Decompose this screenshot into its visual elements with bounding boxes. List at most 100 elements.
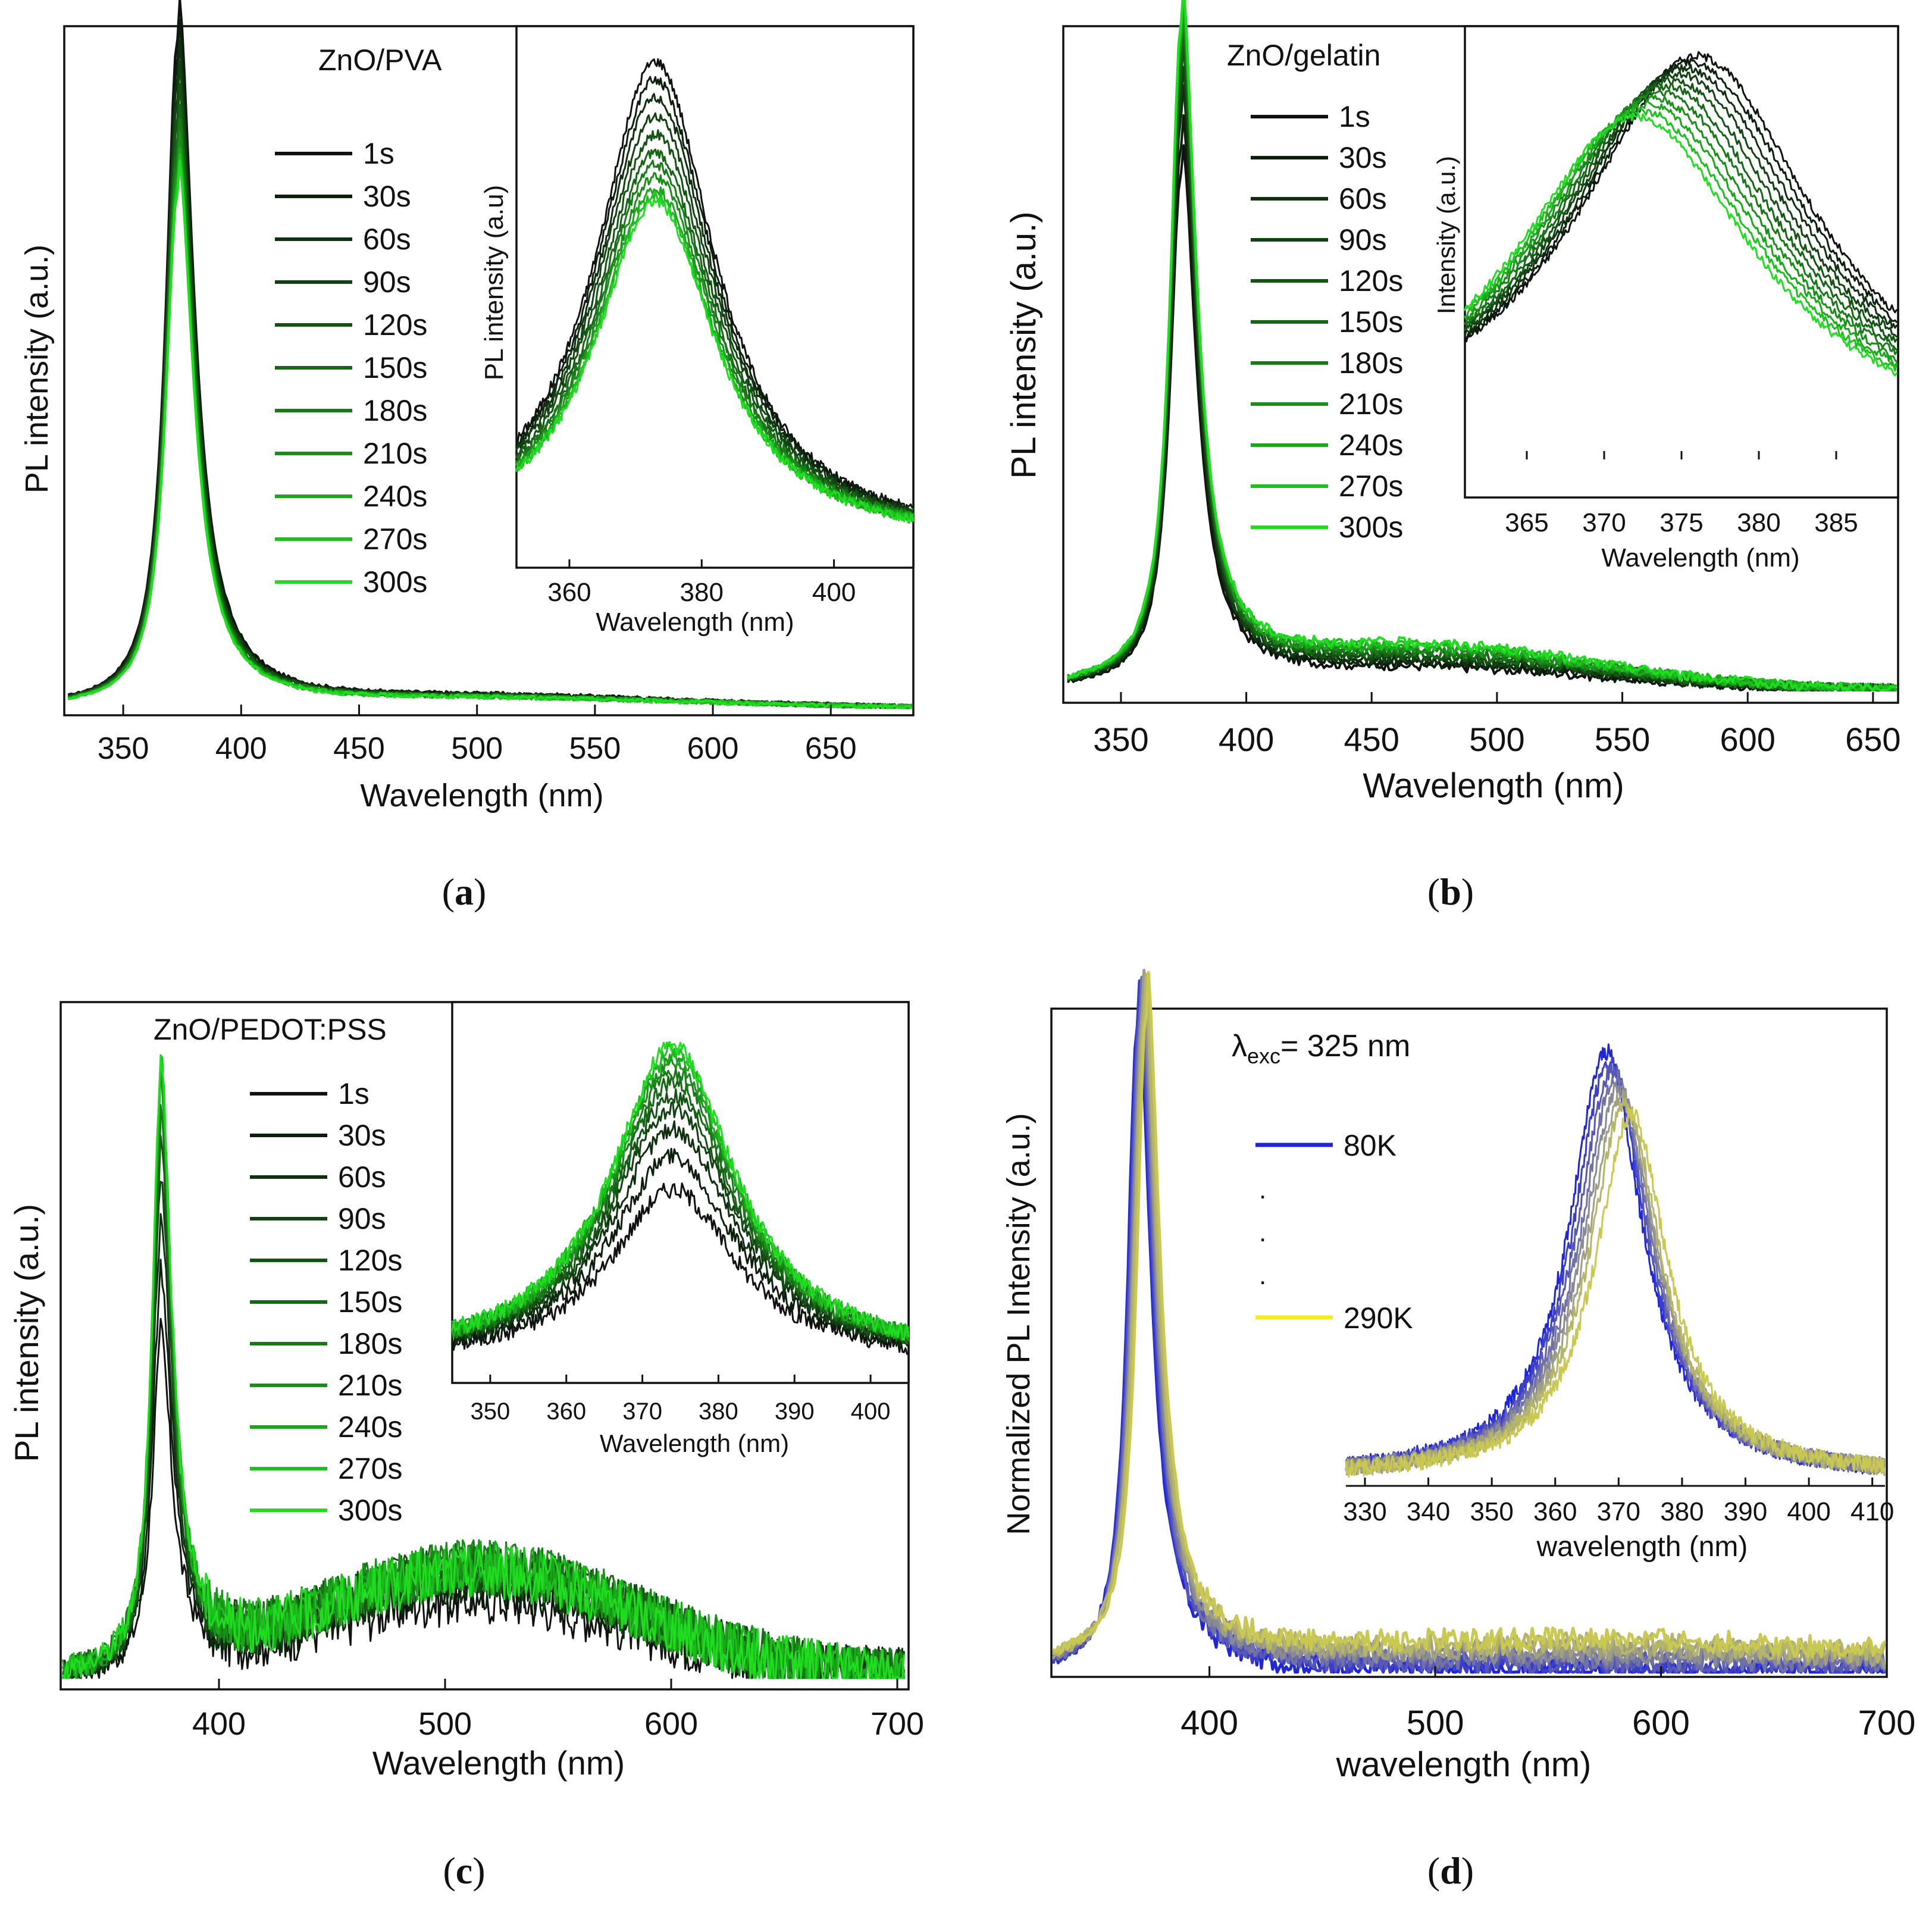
x-tick-label: 380 [680, 578, 724, 607]
x-tick-label: 600 [1632, 1704, 1690, 1742]
legend-label-300s: 300s [363, 565, 427, 599]
legend-label-150s: 150s [363, 351, 427, 384]
panel-b-legend: 1s 30s 60s 90s 120s 150s 180s 210s 240s 270s 300s [1251, 100, 1403, 544]
inset-series-line-80K [1345, 1043, 1886, 1475]
inset-series-line-60s [451, 1120, 910, 1348]
panel-d-title-rest: = 325 nm [1280, 1029, 1410, 1063]
panel-b-curves [1067, 0, 1897, 691]
panel-d-title: λexc= 325 nm [1232, 1029, 1410, 1068]
panel-c-inset-xlabel: Wavelength (nm) [600, 1429, 789, 1457]
panel-a-title: ZnO/PVA [318, 43, 442, 77]
inset-series-line-290K [1345, 1107, 1886, 1478]
x-tick-label: 500 [451, 731, 503, 766]
x-tick-label: 360 [1533, 1497, 1577, 1526]
panel-c-curves [62, 1054, 905, 1679]
x-tick-label: 380 [1660, 1497, 1704, 1526]
series-line-170K [1052, 975, 1886, 1673]
x-tick-label: 700 [871, 1706, 924, 1742]
legend-label-30s: 30s [338, 1119, 386, 1152]
x-tick-label: 500 [418, 1706, 472, 1742]
panel-c-inset-xticks: 350 360 370 380 390 400 [471, 1375, 890, 1425]
x-tick-label: 550 [1595, 721, 1650, 758]
panel-b-xlabel: Wavelength (nm) [1363, 766, 1624, 805]
x-tick-label: 400 [192, 1706, 246, 1742]
legend-label-80K: 80K [1344, 1129, 1396, 1162]
x-tick-label: 600 [644, 1706, 698, 1742]
panel-a-inset-xlabel: Wavelength (nm) [596, 608, 794, 637]
legend-label-60s: 60s [363, 223, 411, 256]
x-tick-label: 360 [547, 578, 591, 607]
legend-label-150s: 150s [1339, 305, 1403, 339]
inset-series-line-150s [1464, 83, 1897, 351]
legend-label-300s: 300s [1339, 511, 1403, 544]
x-tick-label: 450 [333, 731, 385, 766]
panel-b-inset-ylabel: Intensity (a.u.) [1432, 156, 1460, 314]
panel-d-curves [1052, 969, 1886, 1674]
panel-a-xlabel: Wavelength (nm) [360, 778, 603, 813]
x-tick-label: 600 [1720, 721, 1775, 758]
panel-a-curves [67, 0, 912, 709]
panel-a-caption-letter: a [455, 871, 474, 913]
panel-a-inset-xticks: 360 380 400 [547, 559, 856, 607]
x-tick-label: 450 [1344, 721, 1399, 758]
panel-d-title-lambda: λ [1232, 1029, 1247, 1063]
legend-label-270s: 270s [1339, 470, 1403, 503]
panel-c-title: ZnO/PEDOT:PSS [154, 1013, 387, 1046]
legend-label-300s: 300s [338, 1494, 402, 1527]
legend-label-240s: 240s [338, 1410, 402, 1444]
inset-series-line-230K [1345, 1089, 1886, 1476]
panel-d-inset-xticks: 330 340 350 360 370 380 390 400 410 [1343, 1478, 1894, 1526]
panel-a-inset-curves [515, 58, 915, 524]
x-tick-label: 350 [1093, 721, 1148, 758]
inset-series-line-60s [1464, 64, 1897, 337]
inset-series-line-300s [1464, 112, 1897, 377]
series-line-300s [1067, 0, 1897, 691]
inset-series-line-200K [1345, 1082, 1886, 1476]
panel-c-inset-curves [451, 1041, 910, 1355]
legend-label-180s: 180s [338, 1327, 402, 1360]
x-tick-label: 350 [471, 1398, 511, 1425]
x-tick-label: 340 [1407, 1497, 1450, 1526]
legend-ellipsis-dot: . [1259, 1175, 1266, 1204]
panel-b: 350 400 450 500 550 600 650 ZnO/gelatin Wavele… [1004, 0, 1901, 913]
panel-b-caption: (b) [1427, 871, 1474, 913]
legend-label-270s: 270s [338, 1452, 402, 1485]
panel-b-inset-xticks: 365 370 375 380 385 [1505, 451, 1858, 537]
inset-series-line-30s [1464, 58, 1897, 341]
legend-label-180s: 180s [363, 394, 427, 427]
panel-b-xticks: 350 400 450 500 550 600 650 [1093, 692, 1901, 758]
panel-a-caption: (a) [442, 871, 487, 913]
x-tick-label: 330 [1343, 1497, 1386, 1526]
inset-series-line-240s [1464, 100, 1897, 367]
x-tick-label: 350 [98, 731, 149, 766]
panel-d: 400 500 600 700 λexc= 325 nm wavelength (nm… [1001, 969, 1915, 1892]
x-tick-label: 375 [1659, 508, 1703, 537]
legend-label-210s: 210s [338, 1369, 402, 1402]
inset-series-line-300s [515, 198, 915, 524]
panel-d-frame [1050, 1007, 1888, 1678]
panel-b-title: ZnO/gelatin [1227, 39, 1380, 72]
panel-a-ylabel: PL intensity (a.u.) [19, 245, 55, 493]
legend-label-180s: 180s [1339, 346, 1403, 380]
legend-label-150s: 150s [338, 1285, 402, 1319]
panel-c-caption: (c) [443, 1849, 485, 1892]
panel-c-ylabel: PL intensity (a.u.) [8, 1204, 45, 1462]
inset-series-line-180s [1464, 89, 1897, 355]
legend-label-210s: 210s [363, 437, 427, 470]
panel-d-title-sub: exc [1247, 1044, 1280, 1068]
series-line-300s [62, 1056, 905, 1679]
legend-label-120s: 120s [1339, 264, 1403, 298]
x-tick-label: 365 [1505, 508, 1548, 537]
x-tick-label: 390 [775, 1398, 815, 1425]
panel-b-inset-curves [1464, 51, 1897, 377]
legend-label-1s: 1s [338, 1077, 370, 1110]
panel-d-xlabel: wavelength (nm) [1336, 1745, 1592, 1784]
series-line-290K [1052, 971, 1886, 1659]
panel-d-legend: 80K... 290K [1255, 1129, 1413, 1335]
inset-series-line-120s [1464, 76, 1897, 343]
legend-label-290K: 290K [1344, 1301, 1413, 1335]
panel-d-inset-xlabel: wavelength (nm) [1536, 1531, 1748, 1563]
panel-d-caption-letter: d [1440, 1849, 1461, 1892]
panel-b-caption-letter: b [1440, 871, 1461, 913]
